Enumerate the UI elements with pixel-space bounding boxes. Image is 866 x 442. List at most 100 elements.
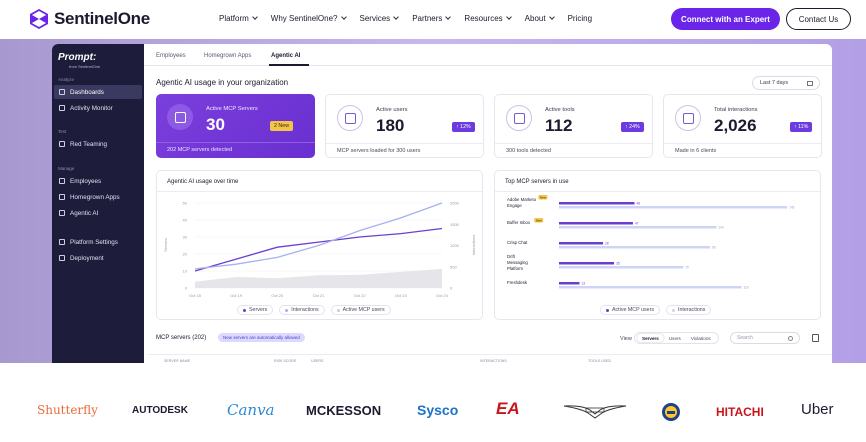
sidebar-item-employees[interactable]: Employees (54, 174, 142, 188)
logo-uber: Uber (801, 401, 834, 418)
prompt-logo: Prompt: (58, 52, 97, 63)
tab-homegrown-apps[interactable]: Homegrown Apps (204, 53, 252, 59)
main-menu: Platform Why SentinelOne? Services Partn… (219, 14, 592, 23)
col-server-name[interactable]: SERVER NAME (164, 359, 191, 363)
legend-interactions[interactable]: Interactions (279, 305, 325, 315)
sidebar-item-homegrown-apps[interactable]: Homegrown Apps (54, 190, 142, 204)
trend-badge: ↑ 12% (452, 122, 475, 132)
rocket-icon (59, 255, 65, 261)
legend-active-mcp-users[interactable]: Active MCP users (330, 305, 391, 315)
view-toggle: Servers Users Violations (634, 332, 719, 344)
x-tick-label: Oct 22 (354, 293, 367, 298)
cube-icon (174, 111, 186, 123)
y-tick-label: 10 (183, 269, 188, 274)
logo-autodesk: AUTODESK (132, 405, 188, 416)
x-tick-label: Oct 18 (189, 293, 202, 298)
date-range-select[interactable]: Last 7 days (752, 76, 820, 90)
x-tick-label: Oct 21 (313, 293, 326, 298)
sidebar-section-test: Test (58, 129, 67, 134)
customer-logos: Shutterfly AUTODESK Canva MCKESSON Sysco… (0, 363, 866, 442)
bar-active-mcp-users (559, 242, 604, 245)
col-risk-score[interactable]: RISK SCORE (274, 359, 297, 363)
col-tools-used[interactable]: TOOLS USED (588, 359, 612, 363)
brand-logo[interactable]: SentinelOne (30, 9, 150, 29)
logo-canva: Canva (227, 401, 275, 419)
menu-pricing[interactable]: Pricing (567, 14, 593, 23)
tab-agentic-ai[interactable]: Agentic AI (271, 53, 301, 59)
tab-employees[interactable]: Employees (156, 53, 186, 59)
data-label-users: 48 (637, 202, 641, 206)
top-servers-legend: Active MCP users Interactions (600, 305, 712, 315)
x-tick-label: Oct 20 (271, 293, 284, 298)
logo-sysco: Sysco (417, 402, 459, 418)
data-label-interactions: 96 (712, 246, 716, 250)
view-users[interactable]: Users (668, 335, 681, 341)
sidebar-item-agentic-ai[interactable]: Agentic AI (54, 206, 142, 220)
bar-active-mcp-users (559, 202, 635, 205)
bar-active-mcp-users (559, 222, 633, 225)
card-value: 112 (545, 116, 573, 135)
contact-us-button[interactable]: Contact Us (786, 8, 851, 30)
logo-golden-state-warriors-icon (662, 403, 680, 421)
menu-platform[interactable]: Platform (219, 14, 258, 23)
view-label: View (620, 336, 632, 342)
view-servers[interactable]: Servers (637, 334, 664, 342)
legend-interactions[interactable]: Interactions (666, 305, 712, 315)
card-active-tools[interactable]: Active tools 112 ↑ 24% 300 tools detecte… (494, 94, 653, 158)
tools-grid-icon (513, 112, 525, 124)
menu-resources[interactable]: Resources (464, 14, 512, 23)
bar-interactions (559, 246, 711, 249)
y-tick-label: 0 (185, 286, 188, 291)
category-label: Adobe Marketo (507, 197, 537, 202)
logo-hitachi: HITACHI (716, 405, 764, 419)
menu-partners[interactable]: Partners (412, 14, 452, 23)
menu-services[interactable]: Services (360, 14, 400, 23)
category-label: Freshdesk (507, 280, 528, 285)
col-interactions[interactable]: INTERACTIONS (480, 359, 507, 363)
sidebar-item-platform-settings[interactable]: Platform Settings (54, 235, 142, 249)
sidebar-section-manage: Manage (58, 166, 75, 171)
card-active-users[interactable]: Active users 180 ↑ 12% MCP servers loade… (325, 94, 484, 158)
sidebar-item-deployment[interactable]: Deployment (54, 251, 142, 265)
active-tab-indicator (269, 64, 309, 66)
servers-table-header: SERVER NAME RISK SCORE USERS INTERACTION… (148, 354, 832, 364)
new-badge-label: New (536, 218, 543, 222)
sentinelone-logo-icon (30, 9, 48, 29)
sidebar: Prompt: from SentinelOne Analyze Dashboa… (52, 44, 144, 364)
new-badge (538, 195, 548, 200)
download-icon[interactable] (812, 334, 819, 342)
x-tick-label: Oct 24 (436, 293, 449, 298)
usage-chart-legend: Servers Interactions Active MCP users (237, 305, 391, 315)
gear-icon (59, 239, 65, 245)
data-label-interactions: 116 (744, 286, 749, 290)
chevron-down-icon (340, 14, 347, 20)
sidebar-item-activity-monitor[interactable]: Activity Monitor (54, 101, 142, 115)
dashboard-icon (59, 89, 65, 95)
y-axis-label: Servers (163, 238, 168, 252)
col-users[interactable]: USERS (311, 359, 324, 363)
sidebar-item-dashboards[interactable]: Dashboards (54, 85, 142, 99)
y-tick-label: 20 (183, 252, 188, 257)
data-label-users: 35 (616, 262, 620, 266)
legend-active-mcp-users[interactable]: Active MCP users (600, 305, 660, 315)
y2-tick-label: 500 (450, 264, 457, 269)
data-label-users: 28 (605, 242, 609, 246)
top-servers-panel: Top MCP servers in use Adobe Marketo Enga… (494, 170, 821, 320)
menu-why[interactable]: Why SentinelOne? (271, 14, 347, 23)
logo-ea: EA (496, 399, 520, 418)
legend-servers[interactable]: Servers (237, 305, 274, 315)
search-input[interactable]: Search (730, 332, 800, 344)
card-active-mcp-servers[interactable]: Active MCP Servers 30 2 New 202 MCP serv… (156, 94, 315, 158)
usage-chart-panel: Agentic AI usage over time 0 10 20 30 40 50 0 5… (156, 170, 483, 320)
sidebar-item-red-teaming[interactable]: Red Teaming (54, 137, 142, 151)
new-badge-label: New (540, 195, 547, 199)
tab-bar: Employees Homegrown Apps Agentic AI (144, 44, 832, 66)
view-violations[interactable]: Violations (690, 335, 711, 341)
sidebar-section-analyze: Analyze (58, 77, 75, 82)
menu-about[interactable]: About (525, 14, 555, 23)
new-badge (534, 218, 544, 223)
agent-icon (59, 210, 65, 216)
connect-expert-button[interactable]: Connect with an Expert (671, 8, 780, 30)
card-total-interactions[interactable]: Total interactions 2,026 ↑ 11% Made in 6… (663, 94, 822, 158)
